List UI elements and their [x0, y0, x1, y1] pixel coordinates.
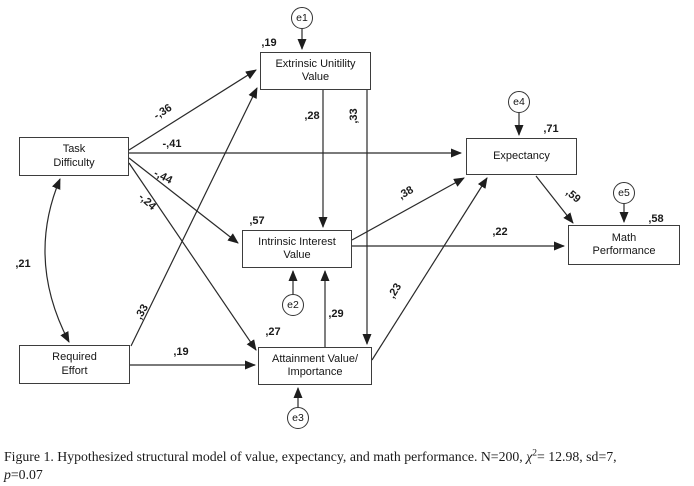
variance-extrinsic: ,19	[261, 37, 277, 49]
p-value: =0.07	[10, 467, 43, 482]
caption-text: Figure 1. Hypothesized structural model …	[4, 449, 527, 464]
p-symbol: p	[4, 467, 11, 482]
node-attainment-label: Attainment Value/ Importance	[271, 352, 358, 379]
covariance-arc-task-effort	[44, 178, 70, 343]
e3-label: e3	[292, 412, 304, 424]
e2-label: e2	[287, 299, 299, 311]
node-required-effort: Required Effort	[19, 345, 130, 384]
caption-line1: Figure 1. Hypothesized structural model …	[4, 449, 617, 464]
caption-stats: = 12.98, sd=7,	[537, 449, 617, 464]
error-term-e5: e5	[613, 182, 635, 204]
coef-attainment-intrinsic: ,29	[328, 308, 344, 320]
arrow-effort-to-extrinsic	[130, 87, 258, 347]
error-term-e4: e4	[508, 91, 530, 113]
node-task-difficulty-label: Task Difficulty	[53, 143, 95, 169]
chi-exponent: 2	[532, 448, 538, 459]
variance-attainment: ,27	[265, 326, 281, 338]
coef-task-expectancy: -,41	[162, 138, 182, 150]
node-expectancy: Expectancy	[466, 138, 577, 175]
error-term-e1: e1	[291, 7, 313, 29]
node-expectancy-label: Expectancy	[493, 149, 550, 162]
arrow-expectancy-to-math	[535, 175, 574, 224]
node-intrinsic-interest-value: Intrinsic Interest Value	[242, 230, 352, 268]
node-extrinsic-utility-value: Extrinsic Unitility Value	[260, 52, 371, 90]
e5-label: e5	[618, 187, 630, 199]
coef-extrinsic-intrinsic: ,28	[304, 110, 320, 122]
error-term-e2: e2	[282, 294, 304, 316]
node-math-performance: Math Performance	[568, 225, 680, 265]
node-extrinsic-utility-label: Extrinsic Unitility Value	[275, 57, 356, 84]
coef-extrinsic-attainment: ,33	[348, 108, 360, 124]
node-intrinsic-interest-label: Intrinsic Interest Value	[258, 235, 336, 262]
node-task-difficulty: Task Difficulty	[19, 137, 129, 176]
arrow-intrinsic-to-expectancy	[351, 177, 465, 241]
node-required-effort-label: Required Effort	[52, 351, 97, 377]
e4-label: e4	[513, 96, 525, 108]
arrow-task-to-intrinsic	[128, 157, 239, 244]
e1-label: e1	[296, 12, 308, 24]
figure-caption: Figure 1. Hypothesized structural model …	[4, 448, 693, 484]
node-attainment-value: Attainment Value/ Importance	[258, 347, 372, 385]
variance-intrinsic: ,57	[249, 215, 265, 227]
coef-task-effort-covariance: ,21	[15, 258, 31, 270]
node-math-performance-label: Math Performance	[592, 231, 656, 258]
variance-expectancy: ,71	[543, 123, 559, 135]
error-term-e3: e3	[287, 407, 309, 429]
arrow-task-to-extrinsic	[128, 69, 257, 151]
coef-effort-attainment: ,19	[173, 346, 189, 358]
coef-intrinsic-math: ,22	[492, 226, 508, 238]
chi-symbol: χ	[526, 449, 533, 464]
arrow-task-to-attainment	[128, 162, 257, 351]
variance-math: ,58	[648, 213, 664, 225]
arrow-attainment-to-expectancy	[371, 177, 488, 361]
